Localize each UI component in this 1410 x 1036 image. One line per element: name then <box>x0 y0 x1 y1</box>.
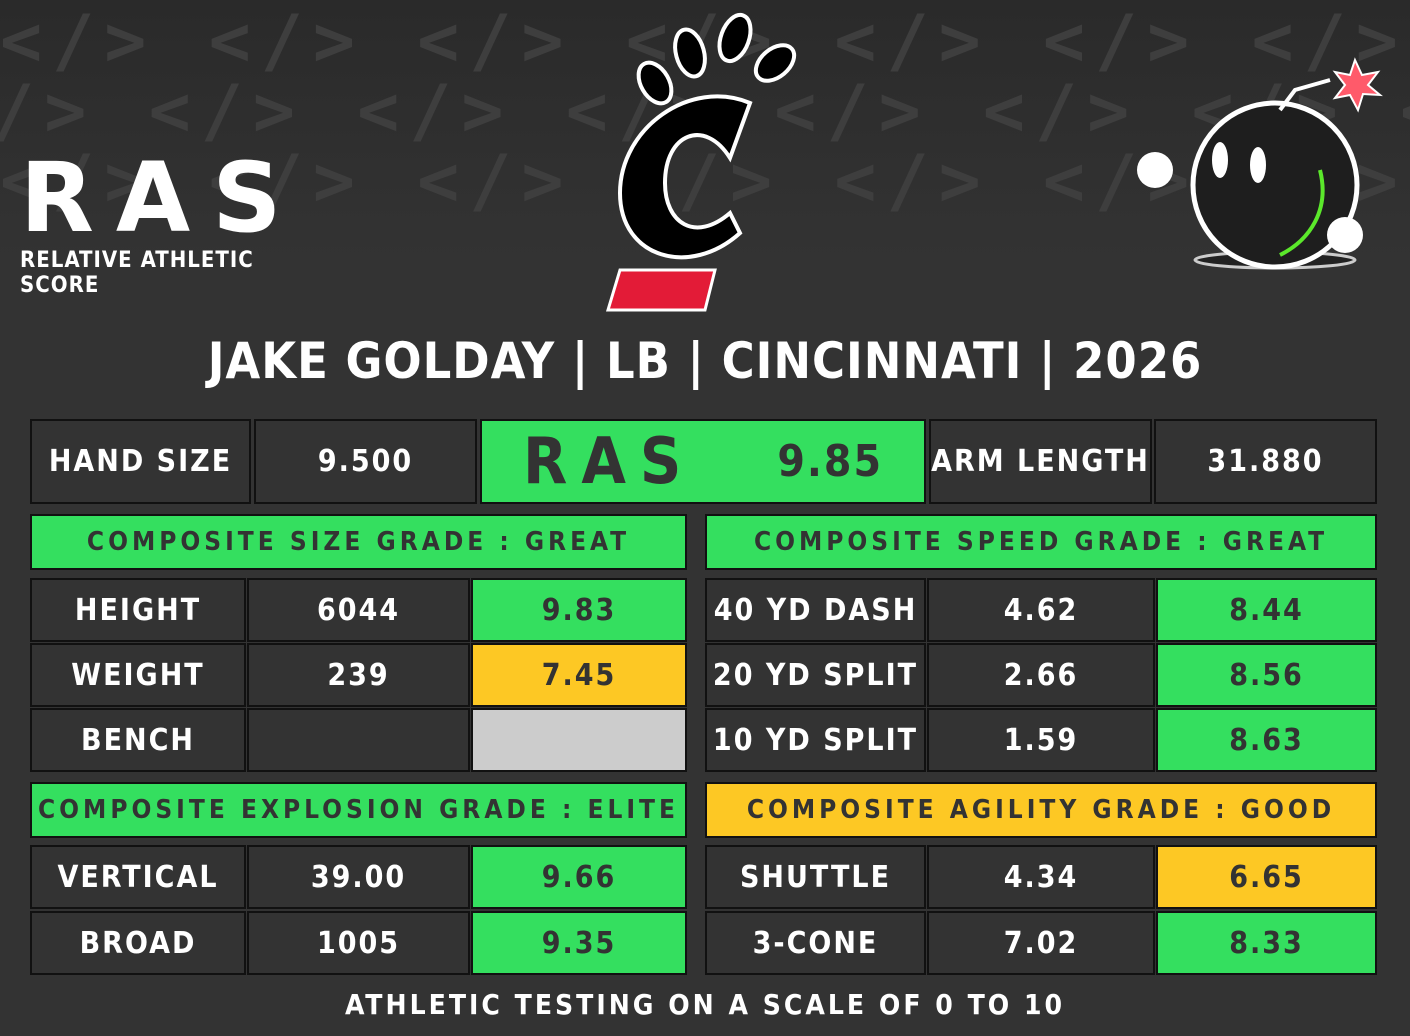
size-value: 239 <box>247 643 470 707</box>
ras-score-logo: RAS <box>522 424 696 499</box>
explosion-grade-header: COMPOSITE EXPLOSION GRADE : ELITE <box>30 782 687 838</box>
explosion-label: BROAD <box>30 911 246 975</box>
explosion-score: 9.66 <box>471 845 687 909</box>
agility-value: 4.34 <box>927 845 1155 909</box>
code-bracket-pattern: </> </> </> </> </> </> </> </> </> <box>0 140 1410 222</box>
size-grade-header: COMPOSITE SIZE GRADE : GREAT <box>30 514 687 570</box>
size-score: 9.83 <box>471 578 687 642</box>
explosion-label: VERTICAL <box>30 845 246 909</box>
speed-score: 8.56 <box>1156 643 1377 707</box>
cincinnati-logo <box>605 12 797 312</box>
ras-logo: RAS RELATIVE ATHLETIC SCORE <box>20 142 304 298</box>
agility-label: SHUTTLE <box>705 845 926 909</box>
footer-note: ATHLETIC TESTING ON A SCALE OF 0 TO 10 <box>344 988 1066 1021</box>
bomb-mascot-icon <box>1137 57 1383 270</box>
arm-length-label: ARM LENGTH <box>929 419 1152 504</box>
player-title: JAKE GOLDAY | LB | CINCINNATI | 2026 <box>207 332 1203 390</box>
speed-score: 8.44 <box>1156 578 1377 642</box>
speed-value: 1.59 <box>927 708 1155 772</box>
size-score: 7.45 <box>471 643 687 707</box>
background-pattern: </> </> </> </> </> </> </> </> </> </> … <box>0 0 1410 260</box>
speed-value: 2.66 <box>927 643 1155 707</box>
speed-label: 40 YD DASH <box>705 578 926 642</box>
agility-score: 6.65 <box>1156 845 1377 909</box>
size-score <box>471 708 687 772</box>
agility-label: 3-CONE <box>705 911 926 975</box>
agility-value: 7.02 <box>927 911 1155 975</box>
hand-size-label: HAND SIZE <box>30 419 251 504</box>
explosion-score: 9.35 <box>471 911 687 975</box>
speed-score: 8.63 <box>1156 708 1377 772</box>
ras-score: 9.85 <box>777 436 883 487</box>
size-value: 6044 <box>247 578 470 642</box>
agility-grade-header: COMPOSITE AGILITY GRADE : GOOD <box>705 782 1377 838</box>
size-value <box>247 708 470 772</box>
explosion-value: 1005 <box>247 911 470 975</box>
size-label: HEIGHT <box>30 578 246 642</box>
ras-score-box: RAS 9.85 <box>480 419 926 504</box>
agility-score: 8.33 <box>1156 911 1377 975</box>
hand-size-value: 9.500 <box>254 419 477 504</box>
speed-label: 20 YD SPLIT <box>705 643 926 707</box>
size-label: WEIGHT <box>30 643 246 707</box>
size-label: BENCH <box>30 708 246 772</box>
speed-grade-header: COMPOSITE SPEED GRADE : GREAT <box>705 514 1377 570</box>
speed-value: 4.62 <box>927 578 1155 642</box>
explosion-value: 39.00 <box>247 845 470 909</box>
arm-length-value: 31.880 <box>1154 419 1377 504</box>
speed-label: 10 YD SPLIT <box>705 708 926 772</box>
